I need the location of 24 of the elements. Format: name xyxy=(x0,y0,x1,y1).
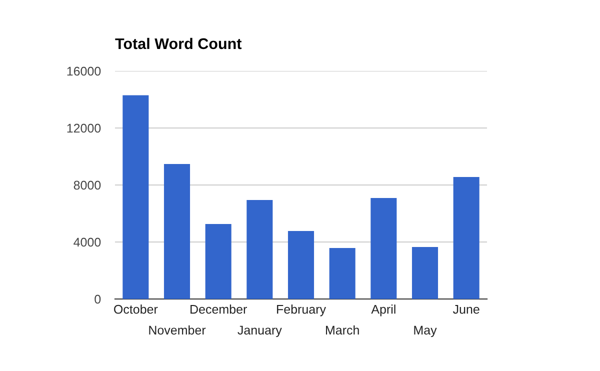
bar xyxy=(370,198,397,299)
bar xyxy=(246,200,273,299)
bar xyxy=(205,224,232,299)
bar xyxy=(329,248,356,299)
bar xyxy=(412,246,438,299)
y-tick-label: 0 xyxy=(94,294,101,304)
x-tick-label: April xyxy=(371,304,396,316)
x-tick-label: March xyxy=(326,325,359,335)
y-tick-label: 12000 xyxy=(67,124,101,133)
x-tick-label: December xyxy=(190,304,247,314)
x-tick-label: November xyxy=(149,325,206,335)
x-tick-label: February xyxy=(277,304,326,316)
x-tick-label: June xyxy=(452,305,480,314)
y-tick-label: 4000 xyxy=(74,238,101,247)
x-tick-label: October xyxy=(114,304,158,314)
x-tick-label: January xyxy=(238,326,282,338)
x-tick-label: May xyxy=(414,326,437,338)
bar xyxy=(453,177,480,299)
chart-title: Total Word Count xyxy=(115,38,242,50)
bar xyxy=(164,164,190,299)
y-tick-label: 8000 xyxy=(74,180,101,190)
y-tick-label: 16000 xyxy=(67,66,101,76)
bar xyxy=(122,95,149,299)
bar xyxy=(288,231,314,299)
